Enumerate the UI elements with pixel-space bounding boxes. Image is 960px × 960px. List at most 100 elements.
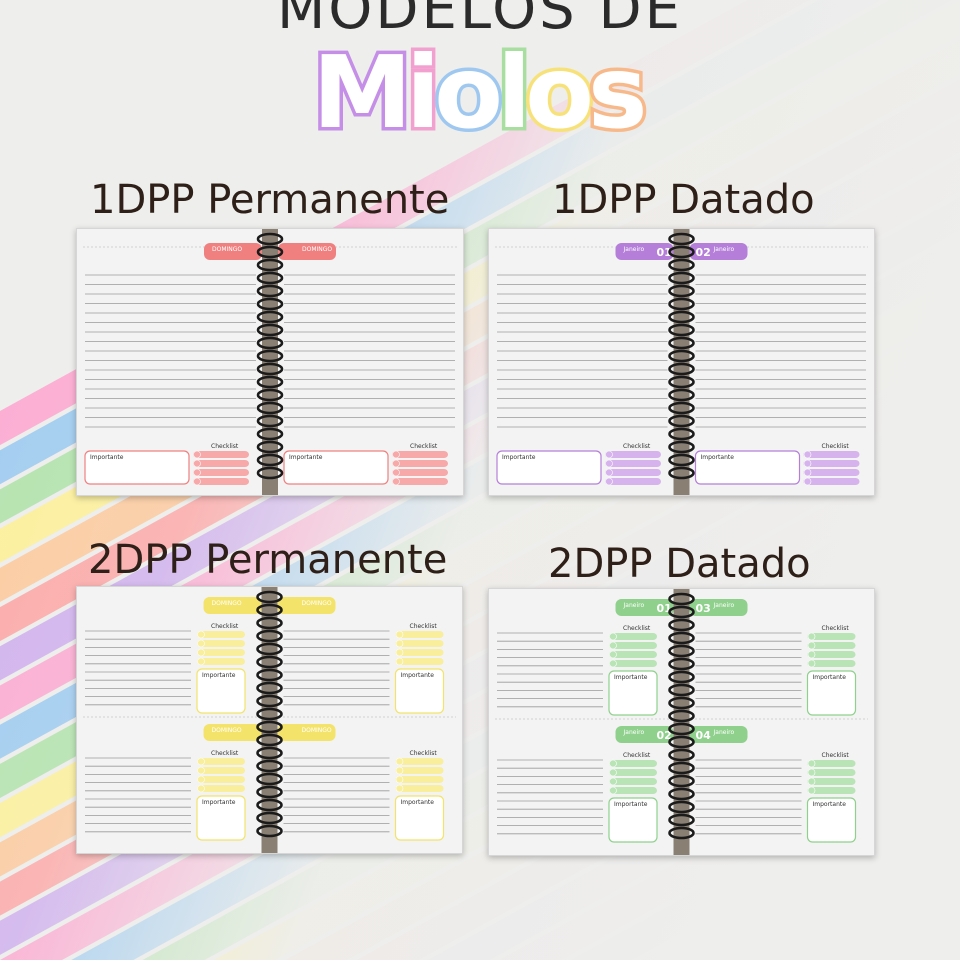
spiral-ring — [256, 694, 283, 708]
spiral-ring — [256, 466, 284, 480]
checklist-item — [392, 469, 448, 476]
notebook-1dpp-datado: Janeiro 01 Janeiro 02 Importante Checklist Imp… — [488, 228, 875, 496]
day-tab — [203, 597, 262, 614]
checklist-item — [803, 469, 860, 476]
script-title-miolos: Miolos — [0, 34, 960, 177]
checklist-item — [609, 778, 657, 785]
checklist-item — [197, 785, 245, 792]
checklist-item — [193, 460, 249, 467]
checklist-item — [807, 778, 856, 785]
checklist-item — [609, 760, 657, 767]
spiral-ring — [668, 401, 695, 415]
checklist-label: Checklist — [410, 443, 438, 450]
checklist-item — [193, 478, 249, 485]
important-label: Importante — [614, 674, 648, 681]
checkbox-icon — [807, 650, 816, 659]
checkbox-icon — [605, 468, 613, 477]
checklist-item — [197, 758, 245, 765]
spiral-ring — [256, 590, 283, 604]
day-tab-text: DOMINGO — [302, 727, 332, 734]
checkbox-icon — [807, 768, 816, 777]
spiral-ring — [256, 746, 283, 760]
important-box — [394, 668, 445, 714]
spiral-ring — [668, 297, 695, 311]
day-tab-text: Janeiro — [713, 602, 735, 609]
spiral-ring — [668, 813, 695, 827]
spiral-ring — [256, 336, 284, 350]
important-label: Importante — [614, 801, 648, 808]
spiral-ring — [668, 453, 695, 467]
checklist-item — [803, 451, 860, 458]
spiral-ring — [256, 798, 283, 812]
checklist-item — [605, 451, 661, 458]
notebook-pages: DOMINGO DOMINGO Checklist Importante Checkli… — [83, 587, 456, 853]
spiral-ring — [668, 800, 695, 814]
checkbox-icon — [392, 468, 400, 477]
checklist-item — [609, 787, 657, 794]
checkbox-icon — [395, 766, 404, 775]
spiral-ring — [668, 618, 695, 632]
checkbox-icon — [807, 786, 816, 795]
spiral-ring — [256, 271, 284, 285]
checklist-item — [807, 651, 856, 658]
checklist-item — [609, 769, 657, 776]
spiral-ring — [668, 644, 695, 658]
checklist-item — [395, 767, 444, 774]
notebook-2dpp-permanente: DOMINGO DOMINGO Checklist Importante Checkli… — [76, 586, 463, 854]
checkbox-icon — [197, 775, 205, 784]
checklist-item — [197, 640, 245, 647]
spiral-ring — [256, 245, 284, 259]
day-tab — [277, 724, 336, 741]
checkbox-icon — [605, 459, 613, 468]
template-label-2dpp-datado: 2DPP Datado — [548, 541, 811, 587]
day-tab — [278, 243, 336, 260]
spiral-ring — [668, 323, 695, 337]
checkbox-icon — [395, 648, 404, 657]
spiral-ring — [668, 592, 695, 606]
spiral-ring — [256, 258, 284, 272]
spiral-ring — [256, 681, 283, 695]
spiral-ring — [256, 629, 283, 643]
checkbox-icon — [395, 784, 404, 793]
checklist-item — [392, 478, 448, 485]
spiral-ring — [668, 826, 695, 840]
important-box — [608, 797, 658, 843]
checklist-item — [807, 660, 856, 667]
spiral-ring — [256, 375, 284, 389]
script-title-letter: M — [309, 34, 415, 151]
important-box — [196, 668, 246, 714]
checkbox-icon — [395, 630, 404, 639]
checklist-label: Checklist — [822, 752, 850, 759]
day-tab — [615, 726, 674, 743]
day-tab — [277, 597, 336, 614]
spiral-ring — [256, 414, 284, 428]
checklist-item — [807, 787, 856, 794]
spiral-ring — [256, 785, 283, 799]
day-tab-text: DOMINGO — [212, 727, 242, 734]
checkbox-icon — [193, 477, 201, 486]
important-box — [283, 450, 389, 485]
spiral-ring — [668, 336, 695, 350]
notebook-pages: Janeiro 01 Janeiro03ChecklistImportanteChe… — [495, 589, 868, 855]
checklist-label: Checklist — [211, 750, 239, 757]
checkbox-icon — [193, 450, 201, 459]
spiral-ring — [256, 811, 283, 825]
checklist-item — [395, 658, 444, 665]
checklist-item — [609, 660, 657, 667]
checkbox-icon — [807, 659, 816, 668]
spiral-ring — [668, 709, 695, 723]
spiral-ring — [256, 427, 284, 441]
checklist-item — [395, 640, 444, 647]
spiral-ring — [668, 605, 695, 619]
day-tab-number: 01 — [657, 602, 672, 615]
spiral-ring — [256, 440, 284, 454]
checklist-item — [395, 649, 444, 656]
spiral-ring — [256, 401, 284, 415]
important-label: Importante — [813, 674, 847, 681]
spiral-ring — [256, 707, 283, 721]
spiral-ring — [256, 642, 283, 656]
spiral-ring — [668, 696, 695, 710]
checklist-item — [807, 642, 856, 649]
spiral-ring — [256, 362, 284, 376]
checklist-item — [395, 631, 444, 638]
